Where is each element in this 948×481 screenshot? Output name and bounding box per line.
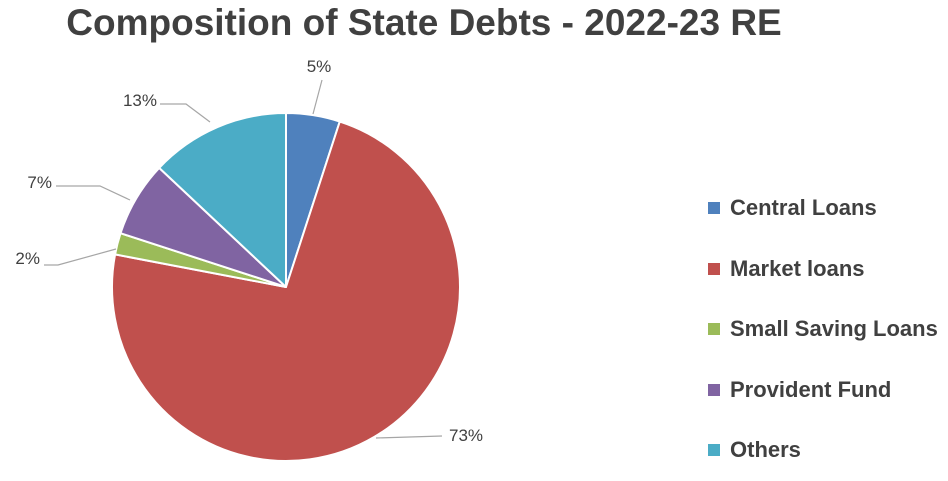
pie-chart: 5% 73% 2% 7% 13%	[15, 57, 483, 461]
pie-slice-market-loans	[110, 120, 461, 461]
legend-item: Others	[708, 420, 938, 481]
leader-line	[312, 79, 323, 115]
legend-label: Others	[730, 437, 801, 463]
chart-title: Composition of State Debts - 2022-23 RE	[66, 2, 782, 43]
legend-item: Provident Fund	[708, 360, 938, 421]
legend-label: Central Loans	[730, 195, 877, 221]
legend-label: Provident Fund	[730, 376, 892, 402]
pie-slices	[110, 112, 461, 461]
legend-label: Market loans	[730, 255, 865, 281]
data-label: 5%	[307, 57, 332, 76]
data-labels: 5% 73% 2% 7% 13%	[15, 57, 483, 445]
leader-line	[56, 185, 131, 201]
legend-item: Small Saving Loans	[708, 299, 938, 360]
leader-line	[375, 435, 443, 439]
legend-swatch	[708, 323, 720, 336]
legend-item: Central Loans	[708, 178, 938, 239]
legend-label: Small Saving Loans	[730, 316, 938, 342]
legend-swatch	[708, 202, 720, 215]
legend-item: Market loans	[708, 239, 938, 300]
data-label: 73%	[449, 426, 483, 445]
leader-line	[44, 248, 117, 266]
legend-swatch	[708, 444, 720, 457]
legend: Central Loans Market loans Small Saving Lo…	[708, 178, 938, 481]
data-label: 13%	[123, 91, 157, 110]
legend-swatch	[708, 262, 720, 275]
leader-lines	[44, 79, 443, 439]
data-label: 2%	[15, 249, 40, 268]
data-label: 7%	[27, 173, 52, 192]
pie-slice-others	[158, 112, 287, 288]
legend-swatch	[708, 383, 720, 396]
leader-line	[160, 103, 211, 123]
